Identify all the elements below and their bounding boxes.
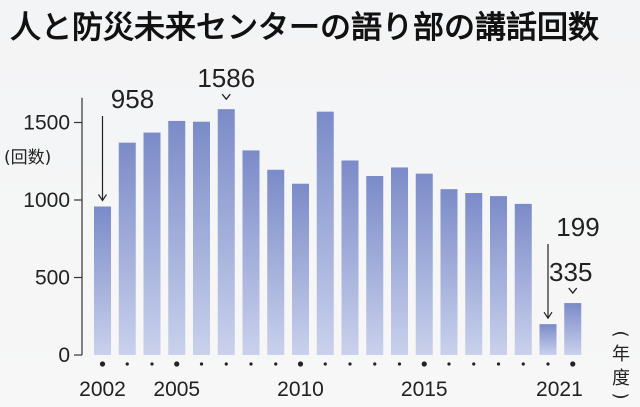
x-tick-dot (496, 362, 501, 366)
x-axis: 2002 2005 2010 2015 2021 ( 年度) (79, 330, 631, 401)
bar-2015 (415, 173, 433, 355)
x-tick-label: 2021 (536, 378, 583, 401)
x-tick-dot (199, 362, 204, 366)
x-tick-dot (297, 361, 304, 367)
x-tick-dot (174, 361, 180, 367)
callout-caret (568, 287, 578, 295)
bars (94, 109, 582, 356)
x-tick-dot (447, 362, 451, 366)
y-tick-label: 500 (35, 267, 70, 290)
bar-2014 (391, 167, 408, 355)
bar-2005 (168, 120, 186, 355)
bar-2020 (539, 324, 557, 355)
x-tick-label: 2002 (79, 378, 126, 401)
y-axis-label: (回数) (4, 148, 51, 168)
bar-2017 (465, 193, 483, 355)
bar-2009 (267, 169, 285, 355)
y-tick-label: 0 (58, 344, 70, 367)
bar-2010 (292, 183, 309, 355)
value-label-2002: 958 (111, 84, 154, 114)
callout-arrow-head (543, 311, 553, 320)
x-tick-dot (397, 362, 402, 366)
x-tick-dot (570, 361, 576, 367)
bar-2007 (217, 109, 235, 355)
annotations: 958 1586 199 335 (98, 63, 600, 320)
x-tick-dot (323, 362, 327, 366)
chart-title: 人と防災未来センターの語り部の講話回数 (10, 10, 599, 46)
bar-2018 (490, 196, 507, 355)
bar-2013 (366, 175, 384, 355)
x-axis-label-char: 度 (612, 368, 630, 389)
bar-2016 (440, 189, 458, 355)
y-tick-label: 1000 (23, 189, 70, 212)
bar-2006 (193, 121, 210, 355)
x-tick-label: 2015 (401, 378, 448, 401)
x-tick-dot (521, 362, 525, 366)
bar-2003 (118, 142, 136, 355)
x-tick-dot (472, 362, 476, 366)
bar-2004 (143, 132, 161, 355)
bar-2002 (94, 206, 111, 355)
x-tick-dot (546, 362, 550, 366)
x-tick-dot (125, 362, 129, 366)
bar-2021 (564, 303, 582, 355)
bar-2008 (242, 150, 260, 355)
bar-2011 (316, 111, 334, 356)
callout-caret (221, 93, 231, 101)
y-axis: 0 500 1000 1500 (回数) (4, 97, 83, 367)
x-tick-label: 2010 (277, 378, 324, 401)
bar-2019 (514, 203, 532, 355)
x-tick-dot (348, 362, 352, 366)
x-axis-label-char: ( (610, 330, 631, 337)
x-tick-label: 2005 (153, 378, 200, 401)
y-tick-label: 1500 (23, 112, 70, 135)
x-tick-dot (224, 362, 228, 366)
x-tick-dot (373, 362, 377, 366)
bar-2012 (341, 160, 359, 355)
value-label-2007: 1586 (197, 63, 255, 93)
x-tick-dot (150, 362, 154, 366)
callout-arrow-head (98, 194, 107, 202)
x-tick-dot (274, 362, 278, 366)
x-axis-label-char: 年 (612, 344, 630, 365)
x-axis-label-char: ) (610, 392, 631, 399)
x-tick-dot (421, 361, 427, 367)
x-tick-dot (249, 362, 253, 366)
value-label-2021: 335 (549, 257, 592, 287)
value-label-2020: 199 (556, 212, 599, 242)
x-tick-dot (99, 361, 106, 367)
